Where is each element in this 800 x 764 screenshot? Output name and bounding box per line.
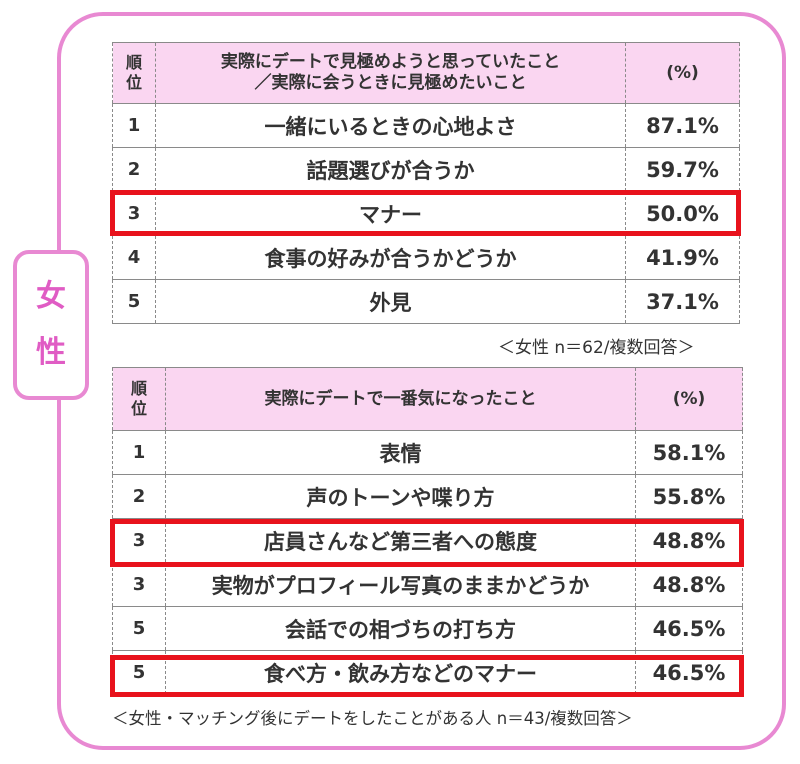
table-header-row: 順 位 実際にデートで一番気になったこと (%) (112, 367, 743, 431)
item-cell: 食事の好みが合うかどうか (155, 235, 626, 280)
gender-label-tag: 女 性 (13, 250, 89, 400)
item-cell: マナー (155, 191, 626, 236)
gender-label-char-2: 性 (36, 335, 66, 370)
percent-cell: 37.1% (625, 279, 740, 324)
item-cell: 会話での相づちの打ち方 (165, 606, 636, 651)
rank-header: 順 位 (112, 367, 166, 431)
table-row: 5 会話での相づちの打ち方 46.5% (112, 606, 743, 651)
rank-cell: 5 (112, 279, 156, 324)
item-header: 実際にデートで一番気になったこと (165, 367, 636, 431)
ranking-table-checkpoints: 順 位 実際にデートで見極めようと思っていたこと ／実際に会うときに見極めたいこ… (112, 42, 740, 324)
percent-cell: 41.9% (625, 235, 740, 280)
ranking-table-concerns: 順 位 実際にデートで一番気になったこと (%) 1 表情 58.1% 2 声の… (112, 367, 743, 695)
item-header: 実際にデートで見極めようと思っていたこと ／実際に会うときに見極めたいこと (155, 42, 626, 104)
item-cell: 話題選びが合うか (155, 147, 626, 192)
item-cell: 実物がプロフィール写真のままかどうか (165, 562, 636, 607)
table-row: 2 声のトーンや喋り方 55.8% (112, 474, 743, 519)
table-header-row: 順 位 実際にデートで見極めようと思っていたこと ／実際に会うときに見極めたいこ… (112, 42, 740, 104)
table-row: 5 外見 37.1% (112, 279, 740, 324)
table-row: 3 マナー 50.0% (112, 191, 740, 236)
rank-header: 順 位 (112, 42, 156, 104)
sample-note: ＜女性・マッチング後にデートをしたことがある人 n＝43/複数回答＞ (112, 709, 633, 728)
percent-cell: 48.8% (635, 518, 743, 563)
rank-cell: 4 (112, 235, 156, 280)
table-row: 1 表情 58.1% (112, 430, 743, 475)
rank-cell: 5 (112, 606, 166, 651)
percent-cell: 55.8% (635, 474, 743, 519)
table-row: 3 実物がプロフィール写真のままかどうか 48.8% (112, 562, 743, 607)
item-cell: 外見 (155, 279, 626, 324)
table-row: 1 一緒にいるときの心地よさ 87.1% (112, 103, 740, 148)
percent-cell: 58.1% (635, 430, 743, 475)
item-cell: 声のトーンや喋り方 (165, 474, 636, 519)
percent-cell: 59.7% (625, 147, 740, 192)
highlight-box (110, 655, 744, 697)
percent-header: (%) (625, 42, 740, 104)
table-row: 2 話題選びが合うか 59.7% (112, 147, 740, 192)
rank-cell: 2 (112, 474, 166, 519)
percent-cell: 50.0% (625, 191, 740, 236)
rank-cell: 3 (112, 562, 166, 607)
highlight-box (110, 190, 741, 236)
gender-label-char-1: 女 (36, 279, 66, 314)
highlight-box (110, 519, 744, 567)
table-row: 3 店員さんなど第三者への態度 48.8% (112, 518, 743, 563)
rank-cell: 1 (112, 103, 156, 148)
percent-cell: 87.1% (625, 103, 740, 148)
percent-cell: 48.8% (635, 562, 743, 607)
sample-note: ＜女性 n＝62/複数回答＞ (498, 338, 695, 358)
rank-cell: 2 (112, 147, 156, 192)
item-cell: 一緒にいるときの心地よさ (155, 103, 626, 148)
item-cell: 表情 (165, 430, 636, 475)
rank-cell: 1 (112, 430, 166, 475)
percent-header: (%) (635, 367, 743, 431)
table-row: 4 食事の好みが合うかどうか 41.9% (112, 235, 740, 280)
percent-cell: 46.5% (635, 606, 743, 651)
